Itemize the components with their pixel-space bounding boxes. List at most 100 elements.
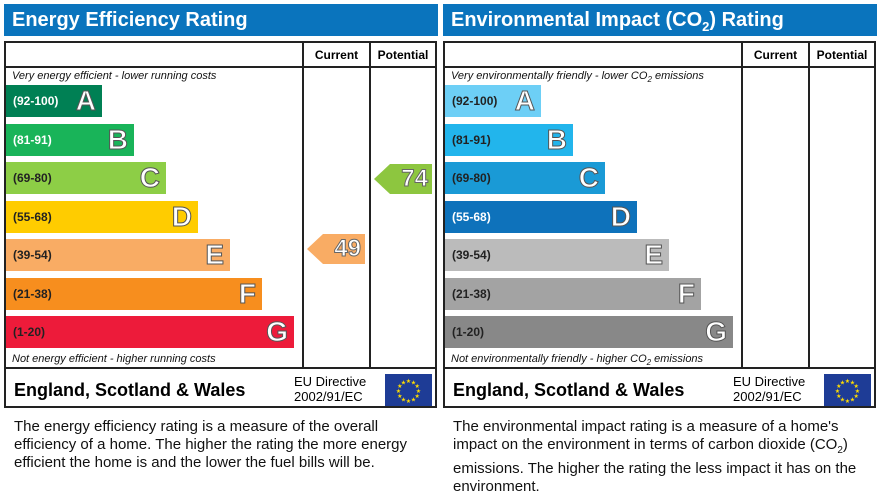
svg-text:★: ★ — [411, 379, 416, 386]
svg-text:★: ★ — [397, 393, 402, 400]
rating-band-b: (81-91) B — [445, 123, 573, 156]
divider — [808, 43, 810, 369]
svg-text:★: ★ — [416, 388, 421, 395]
potential-rating: 74 — [401, 165, 429, 193]
band-range: (69-80) — [13, 171, 52, 185]
environment-title: Environmental Impact (CO2) Rating — [443, 4, 877, 36]
divider — [6, 367, 435, 369]
band-range: (55-68) — [452, 209, 491, 224]
potential-header: Potential — [816, 48, 868, 62]
band-range: (1-20) — [452, 325, 485, 339]
band-range: (21-38) — [452, 286, 491, 301]
band-range: (55-68) — [13, 209, 52, 224]
note-text-end: emissions — [651, 70, 704, 82]
energy-description: The energy efficiency rating is a measur… — [14, 418, 408, 471]
current-rating: 49 — [334, 235, 362, 263]
band-range: (69-80) — [452, 171, 491, 185]
eu-directive: EU Directive 2002/91/EC — [733, 374, 805, 404]
band-letter: D — [610, 200, 631, 232]
svg-text:★: ★ — [850, 379, 855, 386]
svg-text:★: ★ — [401, 397, 406, 404]
band-letter: B — [546, 123, 567, 155]
rating-band-g: (1-20) G — [6, 316, 294, 348]
environment-description: The environmental impact rating is a mea… — [453, 418, 873, 496]
eu-line1: EU Directive — [733, 374, 806, 389]
eu-line2: 2002/91/EC — [294, 389, 363, 404]
band-letter: F — [238, 277, 256, 309]
desc-sub: 2 — [837, 445, 843, 456]
svg-text:★: ★ — [836, 383, 841, 390]
eu-flag-icon: ★ ★ ★ ★ ★ ★ ★ ★ ★ ★ ★ ★ — [385, 374, 432, 406]
band-letter: C — [578, 162, 599, 194]
svg-text:★: ★ — [840, 397, 845, 404]
svg-text:★: ★ — [397, 383, 402, 390]
bottom-note: Not environmentally friendly - higher CO… — [451, 353, 703, 367]
rating-band-a: (92-100) A — [6, 85, 102, 117]
note-sub: 2 — [647, 75, 652, 85]
band-range: (1-20) — [13, 325, 46, 339]
title-text: Environmental Impact (CO — [451, 9, 703, 31]
current-rating-arrow: 49 — [307, 234, 365, 264]
eu-directive: EU Directive 2002/91/EC — [294, 374, 366, 404]
desc-text: The environmental impact rating is a mea… — [453, 418, 839, 453]
environment-chart: Current Potential Very environmentally f… — [443, 41, 876, 408]
rating-band-c: (69-80) C — [6, 162, 166, 194]
svg-text:★: ★ — [855, 388, 860, 395]
divider — [6, 66, 435, 68]
environment-panel: Environmental Impact (CO2) Rating Curren… — [443, 0, 877, 496]
rating-band-b: (81-91) B — [6, 123, 134, 156]
bottom-note: Not energy efficient - higher running co… — [12, 353, 216, 365]
rating-band-e: (39-54) E — [6, 239, 230, 271]
divider — [445, 66, 874, 68]
top-note: Very environmentally friendly - lower CO… — [451, 70, 704, 84]
eu-stars: ★ ★★★★★★★★★★★ — [396, 378, 421, 405]
rating-band-f: (21-38) F — [445, 277, 701, 310]
svg-text:★: ★ — [414, 383, 419, 390]
svg-text:★: ★ — [406, 398, 411, 405]
band-range: (81-91) — [452, 132, 491, 147]
band-letter: D — [171, 200, 192, 232]
band-letter: E — [644, 239, 664, 271]
rating-band-f: (21-38) F — [6, 277, 262, 310]
band-range: (39-54) — [452, 248, 491, 262]
energy-chart: Current Potential Very energy efficient … — [4, 41, 437, 408]
potential-rating-arrow: 74 — [374, 164, 432, 194]
desc-text-end: ) emissions. The higher the rating the l… — [453, 436, 857, 495]
svg-text:★: ★ — [840, 379, 845, 386]
svg-text:★: ★ — [845, 398, 850, 405]
rating-band-a: (92-100) A — [445, 85, 541, 117]
divider — [302, 43, 304, 369]
current-header: Current — [753, 48, 798, 62]
band-range: (81-91) — [13, 132, 52, 147]
svg-text:★: ★ — [853, 393, 858, 400]
svg-text:★: ★ — [835, 388, 840, 395]
eu-stars: ★ ★★★★★★★★★★★ — [835, 378, 860, 405]
note-text: Very environmentally friendly - lower CO — [451, 70, 648, 82]
band-letter: A — [514, 85, 535, 117]
band-range: (92-100) — [452, 94, 498, 108]
band-letter: E — [205, 239, 225, 271]
current-header: Current — [314, 48, 359, 62]
svg-text:★: ★ — [850, 397, 855, 404]
note-sub: 2 — [646, 358, 652, 368]
svg-text:★: ★ — [401, 379, 406, 386]
title-sub: 2 — [702, 19, 710, 34]
top-note: Very energy efficient - lower running co… — [12, 70, 217, 82]
divider — [369, 43, 371, 369]
band-range: (39-54) — [13, 248, 52, 262]
potential-header: Potential — [377, 48, 429, 62]
band-letter: G — [705, 316, 728, 348]
svg-text:★: ★ — [406, 378, 411, 385]
region-label: England, Scotland & Wales — [14, 380, 246, 400]
energy-panel: Energy Efficiency Rating Current Potenti… — [4, 0, 438, 493]
band-letter: G — [266, 316, 289, 348]
divider — [741, 43, 743, 369]
svg-text:★: ★ — [414, 393, 419, 400]
band-letter: C — [139, 162, 160, 194]
svg-text:★: ★ — [396, 388, 401, 395]
rating-band-c: (69-80) C — [445, 162, 605, 194]
rating-band-d: (55-68) D — [6, 200, 198, 233]
band-range: (92-100) — [13, 94, 59, 108]
region-label: England, Scotland & Wales — [453, 380, 685, 400]
eu-line1: EU Directive — [294, 374, 367, 389]
